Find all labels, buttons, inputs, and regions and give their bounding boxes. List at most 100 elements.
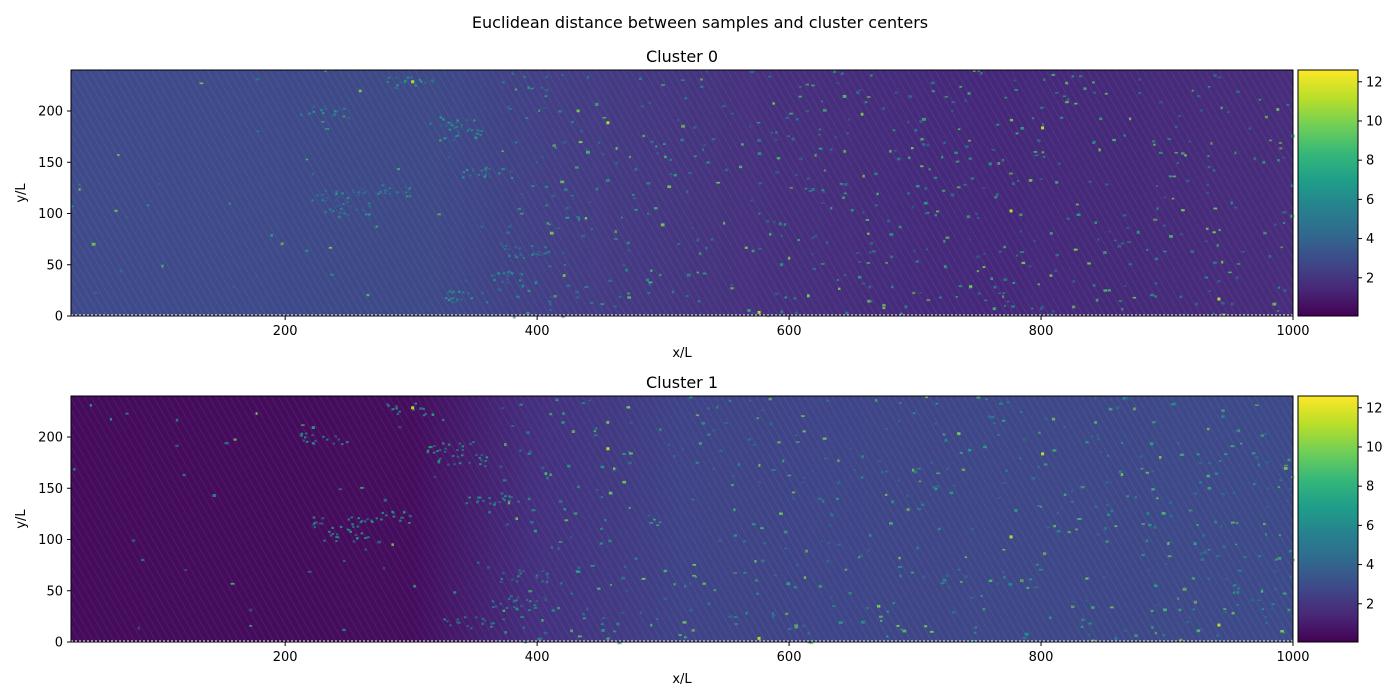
speckle (595, 187, 599, 191)
speckle (1014, 89, 1019, 91)
speckle (691, 498, 695, 501)
speckle (881, 471, 884, 474)
speckle (648, 283, 652, 286)
speckle (336, 536, 340, 539)
speckle (779, 512, 783, 515)
colorbar-gradient (1297, 395, 1359, 643)
speckle (469, 174, 472, 177)
speckle (1092, 81, 1095, 84)
speckle (125, 412, 129, 415)
speckle (575, 166, 579, 169)
speckle (478, 496, 482, 499)
speckle (716, 405, 719, 409)
speckle (1005, 469, 1008, 472)
speckle (925, 144, 930, 147)
speckle (711, 138, 716, 141)
speckle (406, 76, 410, 79)
speckle (1202, 533, 1205, 537)
speckle (763, 542, 767, 545)
speckle (1092, 141, 1096, 145)
speckle (452, 126, 456, 129)
speckle (1162, 634, 1165, 637)
speckle (161, 264, 164, 268)
speckle (1038, 431, 1041, 434)
speckle (1012, 281, 1016, 284)
speckle (324, 211, 327, 214)
speckle (1278, 142, 1283, 144)
speckle (184, 569, 188, 572)
speckle (660, 223, 665, 227)
peak-point (606, 121, 610, 125)
speckle (321, 193, 325, 196)
speckle (727, 615, 732, 618)
speckle (975, 212, 979, 215)
speckle (969, 285, 973, 288)
speckle (305, 249, 309, 252)
speckle (352, 189, 355, 192)
speckle (1034, 154, 1039, 157)
speckle (492, 606, 495, 609)
speckle (698, 252, 702, 256)
speckle (468, 128, 471, 131)
speckle (484, 460, 487, 462)
speckle (1238, 569, 1242, 572)
speckle (1172, 175, 1176, 178)
colorbar-tick-label: 4 (1366, 558, 1374, 573)
speckle (1207, 487, 1212, 490)
speckle (1213, 261, 1217, 265)
y-axis-label: y/L (14, 183, 29, 203)
speckle (456, 119, 459, 122)
y-tick-label: 0 (55, 310, 63, 325)
speckle (718, 539, 722, 542)
y-tick-label: 50 (46, 584, 63, 599)
speckle (608, 279, 613, 282)
speckle (647, 212, 650, 216)
speckle (532, 252, 535, 255)
speckle (561, 421, 565, 424)
speckle (869, 251, 872, 254)
speckle (337, 438, 341, 441)
speckle (449, 624, 452, 627)
speckle (822, 108, 827, 112)
speckle (486, 566, 491, 569)
speckle (826, 399, 830, 402)
speckle (973, 632, 977, 634)
speckle (688, 396, 693, 399)
speckle (821, 500, 825, 503)
speckle (1042, 552, 1047, 556)
speckle (696, 238, 700, 242)
speckle (470, 297, 474, 300)
speckle (1151, 488, 1155, 491)
speckle (517, 500, 520, 503)
speckle (453, 591, 457, 594)
speckle (788, 627, 792, 631)
speckle (1235, 522, 1239, 525)
speckle (1002, 292, 1006, 295)
speckle (510, 496, 513, 499)
speckle (1169, 514, 1173, 518)
speckle (484, 465, 487, 468)
speckle (508, 495, 511, 498)
speckle (1094, 421, 1098, 424)
speckle (541, 580, 544, 583)
speckle (1092, 140, 1096, 143)
speckle (328, 246, 333, 249)
speckle (956, 186, 961, 189)
speckle (563, 188, 568, 192)
speckle (1151, 626, 1154, 629)
speckle (498, 501, 501, 503)
colorbar-tick-label: 6 (1366, 519, 1374, 534)
speckle (923, 201, 928, 205)
speckle (1185, 179, 1190, 183)
speckle (784, 296, 787, 299)
speckle (1155, 185, 1159, 188)
speckle (912, 412, 916, 415)
speckle (1002, 158, 1005, 162)
y-tick-label: 150 (38, 482, 63, 497)
speckle (744, 246, 748, 249)
speckle (350, 516, 353, 519)
speckle (613, 305, 617, 308)
speckle (1139, 455, 1143, 458)
speckle (656, 152, 660, 155)
speckle (497, 288, 502, 291)
